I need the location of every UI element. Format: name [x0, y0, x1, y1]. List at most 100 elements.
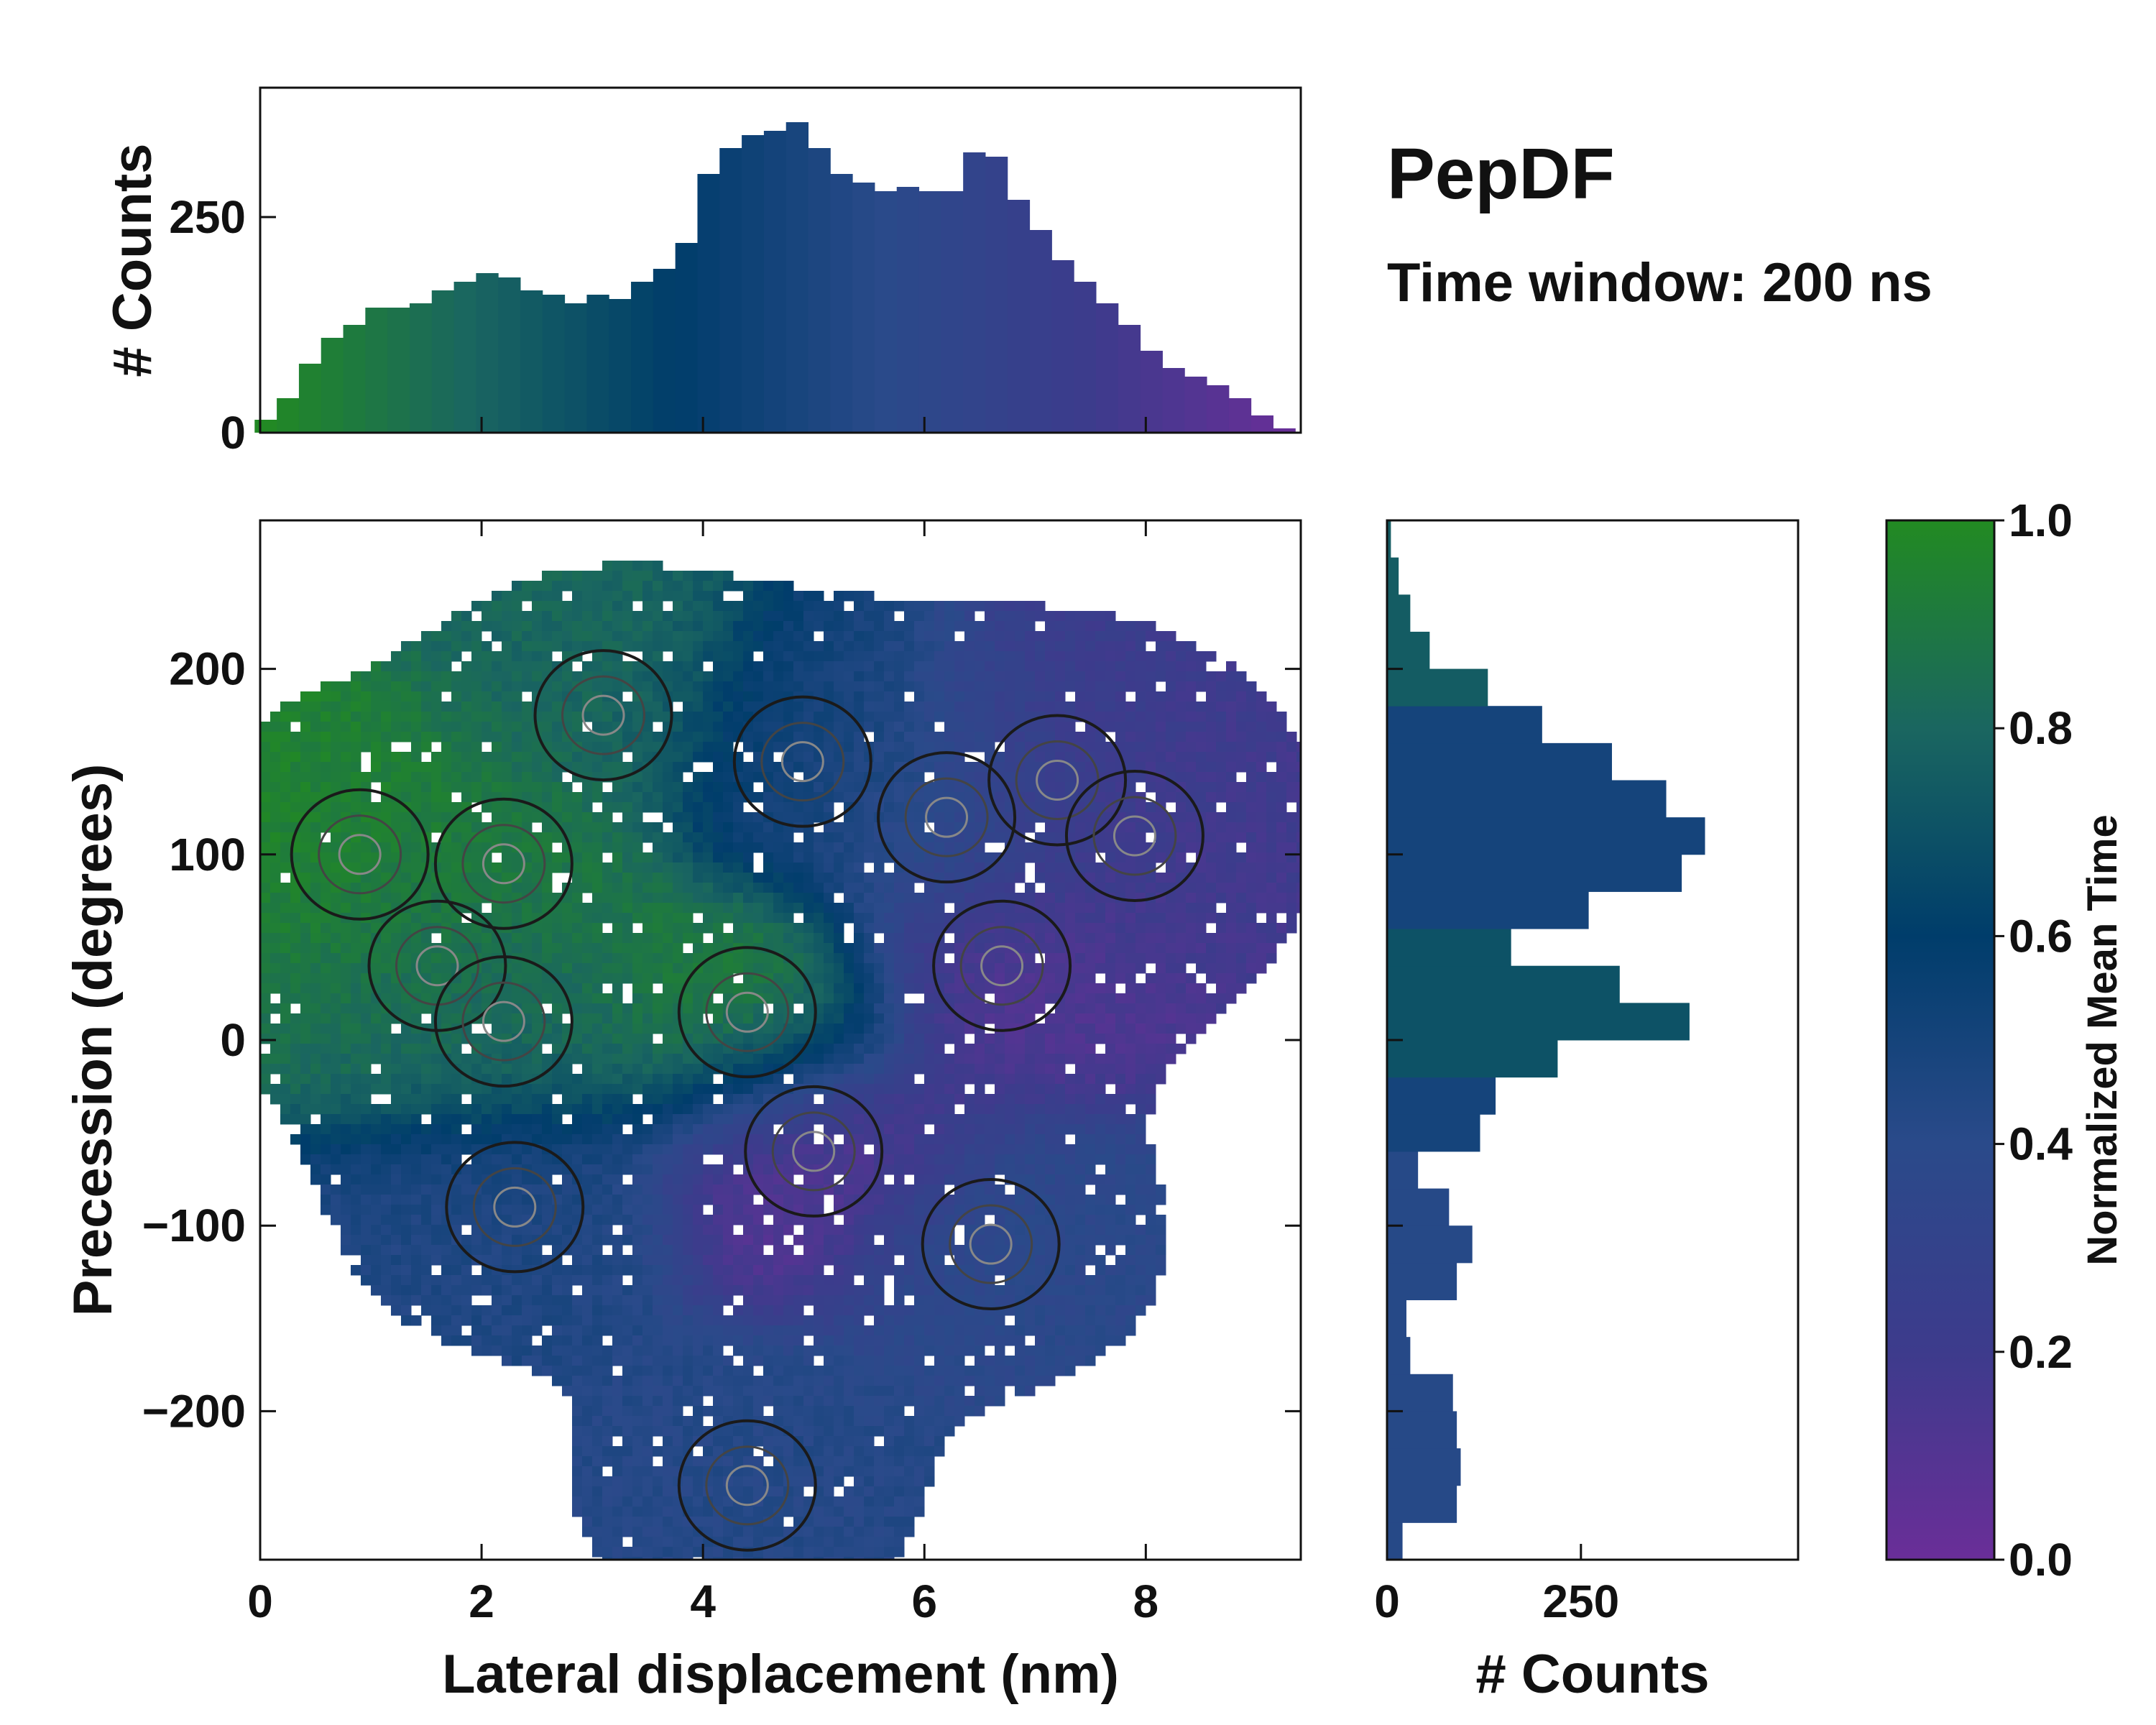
heatmap-cell: [1035, 641, 1046, 652]
heatmap-cell: [854, 1034, 865, 1044]
heatmap-cell: [331, 1084, 341, 1095]
heatmap-cell: [471, 1034, 482, 1044]
heatmap-cell: [492, 913, 502, 924]
heatmap-cell: [1146, 1013, 1156, 1024]
heatmap-cell: [300, 1084, 311, 1095]
heatmap-cell: [310, 712, 321, 722]
heatmap-cell: [783, 933, 794, 944]
heatmap-cell: [1075, 1003, 1086, 1014]
heatmap-cell: [834, 611, 844, 622]
heatmap-cell: [431, 651, 442, 662]
heatmap-cell: [1146, 1094, 1156, 1105]
heatmap-cell: [743, 621, 754, 632]
heatmap-cell: [1115, 953, 1126, 964]
heatmap-cell: [1005, 772, 1015, 783]
heatmap-cell: [975, 601, 985, 612]
heatmap-cell: [552, 782, 563, 793]
heatmap-cell: [693, 1114, 704, 1125]
heatmap-cell: [1115, 681, 1126, 692]
heatmap-cell: [743, 601, 754, 612]
heatmap-cell: [894, 1114, 905, 1125]
heatmap-cell: [512, 1024, 522, 1034]
heatmap-cell: [1095, 993, 1106, 1004]
heatmap-cell: [703, 1124, 714, 1135]
heatmap-cell: [632, 792, 643, 803]
heatmap-cell: [642, 1124, 653, 1135]
heatmap-cell: [733, 702, 744, 712]
heatmap-cell: [1125, 712, 1136, 722]
heatmap-cell: [1176, 712, 1187, 722]
heatmap-cell: [502, 712, 512, 722]
heatmap-cell: [733, 1114, 744, 1125]
heatmap-cell: [914, 1104, 925, 1115]
heatmap-cell: [924, 923, 935, 934]
heatmap-cell: [934, 923, 945, 934]
heatmap-cell: [1015, 641, 1026, 652]
heatmap-cell: [1186, 702, 1197, 712]
heatmap-cell: [703, 862, 714, 873]
heatmap-cell: [341, 933, 351, 944]
heatmap-cell: [713, 651, 724, 662]
heatmap-cell: [964, 732, 975, 742]
heatmap-cell: [260, 752, 271, 763]
heatmap-cell: [622, 671, 633, 682]
heatmap-cell: [270, 933, 281, 944]
heatmap-cell: [471, 1114, 482, 1125]
heatmap-cell: [1015, 601, 1026, 612]
heatmap-cell: [482, 873, 492, 883]
heatmap-cell: [532, 621, 543, 632]
heatmap-cell: [602, 1013, 613, 1024]
heatmap-cell: [421, 722, 432, 732]
heatmap-cell: [753, 591, 764, 602]
heatmap-cell: [995, 1044, 1005, 1054]
heatmap-cell: [884, 883, 895, 893]
heatmap-cell: [471, 1094, 482, 1105]
heatmap-cell: [914, 953, 925, 964]
heatmap-cell: [391, 1124, 402, 1135]
heatmap-cell: [502, 732, 512, 742]
heatmap-cell: [1105, 1124, 1116, 1135]
heatmap-cell: [331, 903, 341, 914]
heatmap-cell: [1196, 722, 1207, 732]
heatmap-cell: [381, 973, 392, 984]
heatmap-cell: [512, 1114, 522, 1125]
heatmap-cell: [1226, 762, 1237, 773]
heatmap-cell: [300, 983, 311, 994]
heatmap-cell: [300, 963, 311, 974]
heatmap-cell: [783, 842, 794, 853]
heatmap-cell: [884, 702, 895, 712]
heatmap-cell: [1216, 1003, 1227, 1014]
heatmap-cell: [421, 681, 432, 692]
heatmap-cell: [934, 1034, 945, 1044]
heatmap-cell: [1135, 903, 1146, 914]
heatmap-cell: [622, 893, 633, 903]
heatmap-cell: [502, 611, 512, 622]
heatmap-cell: [723, 1064, 734, 1075]
heatmap-cell: [1236, 973, 1247, 984]
heatmap-cell: [542, 591, 553, 602]
heatmap-cell: [1115, 712, 1126, 722]
heatmap-cell: [1276, 842, 1287, 853]
heatmap-cell: [1055, 1034, 1066, 1044]
heatmap-cell: [864, 812, 875, 823]
heatmap-cell: [924, 631, 935, 642]
heatmap-cell: [814, 873, 824, 883]
heatmap-cell: [562, 963, 573, 974]
heatmap-cell: [321, 1054, 331, 1064]
heatmap-cell: [411, 943, 422, 954]
heatmap-cell: [1246, 732, 1257, 742]
heatmap-cell: [572, 1124, 583, 1135]
heatmap-cell: [341, 742, 351, 753]
heatmap-cell: [502, 1024, 512, 1034]
heatmap-cell: [1055, 1094, 1066, 1105]
heatmap-cell: [321, 1003, 331, 1014]
heatmap-cell: [874, 671, 885, 682]
heatmap-cell: [1035, 1003, 1046, 1014]
heatmap-cell: [421, 953, 432, 964]
heatmap-cell: [552, 1124, 563, 1135]
heatmap-cell: [854, 762, 865, 773]
heatmap-cell: [1176, 913, 1187, 924]
heatmap-cell: [924, 651, 935, 662]
heatmap-cell: [632, 742, 643, 753]
heatmap-cell: [401, 1064, 412, 1075]
